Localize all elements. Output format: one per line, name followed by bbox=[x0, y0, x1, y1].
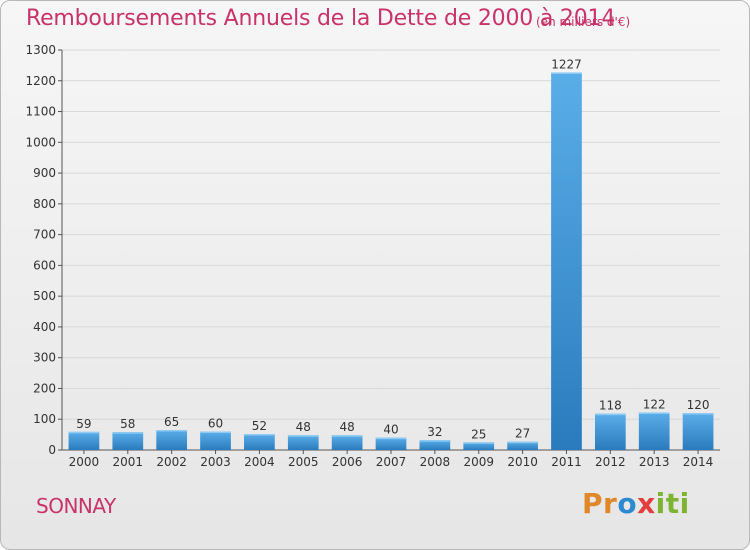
bar-highlight bbox=[112, 432, 144, 434]
bar-highlight bbox=[419, 440, 451, 442]
y-tick-label: 800 bbox=[33, 197, 56, 211]
y-tick-label: 600 bbox=[33, 258, 56, 272]
bar-2004 bbox=[244, 434, 275, 450]
y-tick-label: 400 bbox=[33, 320, 56, 334]
value-label: 65 bbox=[164, 415, 179, 429]
y-tick-label: 0 bbox=[48, 443, 56, 457]
x-tick-label: 2010 bbox=[507, 455, 538, 469]
value-label: 59 bbox=[76, 417, 91, 431]
bar-2011 bbox=[551, 72, 582, 450]
value-label: 40 bbox=[383, 423, 398, 437]
bar-highlight bbox=[375, 437, 407, 440]
bar-2009 bbox=[463, 442, 495, 450]
x-tick-label: 2013 bbox=[639, 455, 670, 469]
bar-2002 bbox=[156, 430, 188, 450]
bar-2006 bbox=[331, 435, 363, 450]
x-tick-label: 2008 bbox=[420, 455, 451, 469]
x-tick-label: 2014 bbox=[683, 455, 714, 469]
bar-highlight bbox=[551, 72, 582, 74]
value-label: 27 bbox=[515, 427, 530, 441]
bar-highlight bbox=[682, 413, 714, 415]
bar-2000 bbox=[68, 431, 100, 450]
bar-2014 bbox=[682, 413, 714, 450]
bars bbox=[68, 72, 714, 450]
bar-2013 bbox=[638, 412, 670, 450]
bar-2005 bbox=[287, 435, 319, 450]
bar-2008 bbox=[419, 440, 451, 450]
value-label: 1227 bbox=[551, 57, 582, 71]
y-tick-label: 100 bbox=[33, 412, 56, 426]
x-tick-label: 2009 bbox=[463, 455, 494, 469]
y-tick-label: 700 bbox=[33, 228, 56, 242]
x-tick-label: 2001 bbox=[113, 455, 144, 469]
value-label: 122 bbox=[643, 397, 666, 411]
proxiti-logo[interactable]: Proxiti bbox=[582, 487, 690, 520]
value-label: 32 bbox=[427, 425, 442, 439]
y-tick-label: 1300 bbox=[25, 43, 56, 57]
axes bbox=[58, 49, 720, 454]
y-tick-label: 300 bbox=[33, 351, 56, 365]
value-label: 60 bbox=[208, 417, 223, 431]
value-label: 48 bbox=[296, 420, 311, 434]
bar-2001 bbox=[112, 432, 144, 450]
value-label: 25 bbox=[471, 427, 486, 441]
y-tick-label: 900 bbox=[33, 166, 56, 180]
bar-highlight bbox=[68, 431, 100, 434]
x-tick-label: 2012 bbox=[595, 455, 626, 469]
x-tick-label: 2002 bbox=[156, 455, 187, 469]
y-tick-label: 1200 bbox=[25, 74, 56, 88]
bar-highlight bbox=[638, 412, 670, 414]
x-tick-label: 2011 bbox=[551, 455, 582, 469]
x-tick-label: 2007 bbox=[376, 455, 407, 469]
bar-2003 bbox=[200, 431, 231, 450]
x-tick-label: 2005 bbox=[288, 455, 319, 469]
grid-lines bbox=[62, 49, 720, 420]
bar-highlight bbox=[507, 441, 538, 444]
y-tick-label: 1100 bbox=[25, 105, 56, 119]
bar-2010 bbox=[507, 441, 538, 450]
value-label: 58 bbox=[120, 417, 135, 431]
labels: 0 100 200 300 400 500 600 700 800 900 1000 1100 1200… bbox=[25, 43, 713, 469]
y-tick-label: 1000 bbox=[25, 135, 56, 149]
value-label: 52 bbox=[252, 419, 267, 433]
x-tick-label: 2006 bbox=[332, 455, 363, 469]
bar-highlight bbox=[244, 434, 275, 436]
x-tick-label: 2000 bbox=[69, 455, 100, 469]
bar-highlight bbox=[156, 430, 188, 432]
bar-highlight bbox=[200, 431, 231, 434]
chart-subtitle: (en milliers d'€) bbox=[536, 15, 631, 29]
value-label: 120 bbox=[687, 398, 710, 412]
town-name: SONNAY bbox=[36, 494, 116, 518]
bar-highlight bbox=[287, 435, 319, 437]
y-tick-label: 200 bbox=[33, 381, 56, 395]
x-tick-label: 2003 bbox=[200, 455, 231, 469]
bar-highlight bbox=[331, 435, 363, 437]
value-label: 48 bbox=[339, 420, 354, 434]
value-label: 118 bbox=[599, 399, 622, 413]
bar-highlight bbox=[463, 442, 495, 444]
y-tick-label: 500 bbox=[33, 289, 56, 303]
bar-2007 bbox=[375, 437, 407, 450]
x-tick-label: 2004 bbox=[244, 455, 275, 469]
chart-title: Remboursements Annuels de la Dette de 20… bbox=[26, 6, 616, 31]
bar-2012 bbox=[594, 413, 626, 450]
bar-highlight bbox=[594, 413, 626, 416]
